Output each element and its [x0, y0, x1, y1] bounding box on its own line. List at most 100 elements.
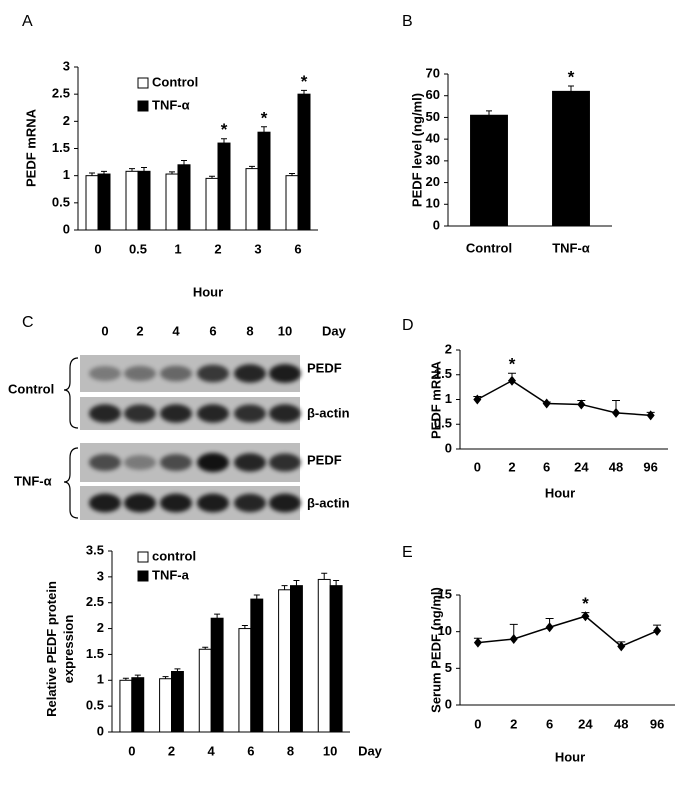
- y-tick-label: 2.5: [86, 594, 104, 609]
- y-tick-label: 60: [426, 87, 440, 102]
- error-bar: [129, 168, 135, 172]
- blot-image: [80, 355, 301, 520]
- y-axis-label: PEDF mRNA: [428, 360, 443, 439]
- y-tick-label: 0.5: [434, 416, 452, 431]
- x-tick-label: 48: [614, 716, 628, 731]
- legend-label: control: [152, 548, 196, 563]
- y-axis-label: PEDF level (ng/ml): [409, 93, 424, 207]
- blot-band: [89, 366, 121, 381]
- y-tick-label: 2.5: [52, 86, 70, 101]
- error-bar: [321, 572, 328, 580]
- y-tick-label: 1.5: [52, 140, 70, 155]
- bar: [97, 173, 111, 231]
- error-bar: [241, 624, 248, 629]
- panel-label: E: [402, 544, 413, 561]
- group-label: TNF-α: [14, 473, 52, 488]
- lane-unit: Day: [322, 323, 347, 338]
- blot-band: [160, 365, 192, 382]
- blot-band: [124, 493, 156, 513]
- bar: [159, 678, 173, 733]
- error-bar: [249, 165, 255, 169]
- blot-band: [197, 452, 229, 473]
- y-tick-label: 40: [426, 131, 440, 146]
- x-tick-label: 2: [214, 241, 221, 256]
- y-tick-label: 20: [426, 174, 440, 189]
- x-tick-label: 0: [94, 241, 101, 256]
- error-bar: [281, 585, 288, 590]
- lane-label: 10: [278, 323, 292, 338]
- band-label: PEDF: [307, 452, 342, 467]
- brace: [63, 357, 79, 429]
- error-bar: [89, 172, 95, 176]
- error-bar: [209, 175, 215, 179]
- group-label: Control: [8, 381, 54, 396]
- blot-band: [234, 364, 266, 383]
- legend-swatch: [137, 77, 149, 89]
- x-tick-label: 6: [543, 459, 550, 474]
- bar: [171, 670, 184, 733]
- blot-band: [160, 454, 192, 471]
- band-label: β-actin: [307, 405, 350, 420]
- error-bar: [293, 579, 300, 586]
- lane-label: 2: [136, 323, 143, 338]
- x-tick-label: 24: [578, 716, 593, 731]
- x-axis-label: Day: [358, 743, 383, 758]
- marker: [577, 399, 586, 410]
- error-bar: [214, 613, 221, 619]
- y-tick-label: 0: [433, 217, 440, 232]
- annotation: *: [301, 72, 308, 91]
- bar: [470, 114, 508, 227]
- bar: [238, 628, 252, 733]
- marker: [617, 641, 626, 652]
- bar: [125, 170, 139, 231]
- bar: [210, 617, 224, 733]
- marker: [509, 634, 518, 644]
- y-tick-label: 3: [63, 58, 70, 73]
- y-axis-label: Relative PEDF protein expression: [44, 581, 76, 717]
- y-tick-label: 1: [63, 167, 70, 182]
- legend-swatch: [137, 570, 149, 582]
- x-tick-label: 3: [254, 241, 261, 256]
- error-bar: [202, 646, 209, 650]
- bar: [278, 589, 292, 733]
- x-tick-label: 10: [323, 743, 337, 758]
- lane-label: 0: [101, 323, 108, 338]
- error-bar: [122, 677, 129, 681]
- error-bar: [289, 172, 295, 176]
- error-bar: [253, 594, 260, 600]
- lane-label: 6: [209, 323, 216, 338]
- bar: [317, 578, 331, 733]
- annotation: *: [568, 67, 575, 86]
- y-tick-label: 1.5: [86, 646, 104, 661]
- x-tick-label: 96: [643, 459, 657, 474]
- brace: [63, 447, 79, 519]
- legend-label: TNF-a: [152, 567, 190, 582]
- y-tick-label: 0: [63, 221, 70, 236]
- bar: [257, 131, 271, 231]
- legend-label: Control: [152, 74, 198, 89]
- y-tick-label: 1.5: [434, 366, 452, 381]
- marker: [612, 407, 620, 418]
- y-axis-label: PEDF mRNA: [23, 108, 38, 187]
- x-tick-label: 2: [510, 716, 517, 731]
- y-tick-label: 15: [438, 586, 452, 601]
- error-bar: [174, 668, 181, 672]
- bar: [285, 175, 299, 231]
- marker: [542, 398, 551, 409]
- error-bar: [169, 171, 175, 175]
- blot-band: [124, 404, 156, 423]
- blot-band: [124, 455, 156, 470]
- marker: [581, 611, 590, 622]
- y-tick-label: 0: [97, 723, 104, 738]
- annotation: *: [509, 355, 516, 374]
- blot-band: [160, 493, 192, 513]
- bar: [137, 170, 151, 231]
- marker: [646, 410, 655, 421]
- bar: [119, 679, 133, 733]
- blot-band: [197, 493, 229, 513]
- error-bar: [181, 159, 187, 165]
- bar: [85, 175, 99, 231]
- annotation: *: [221, 120, 228, 139]
- error-bar: [141, 167, 147, 172]
- y-tick-label: 0: [445, 696, 452, 711]
